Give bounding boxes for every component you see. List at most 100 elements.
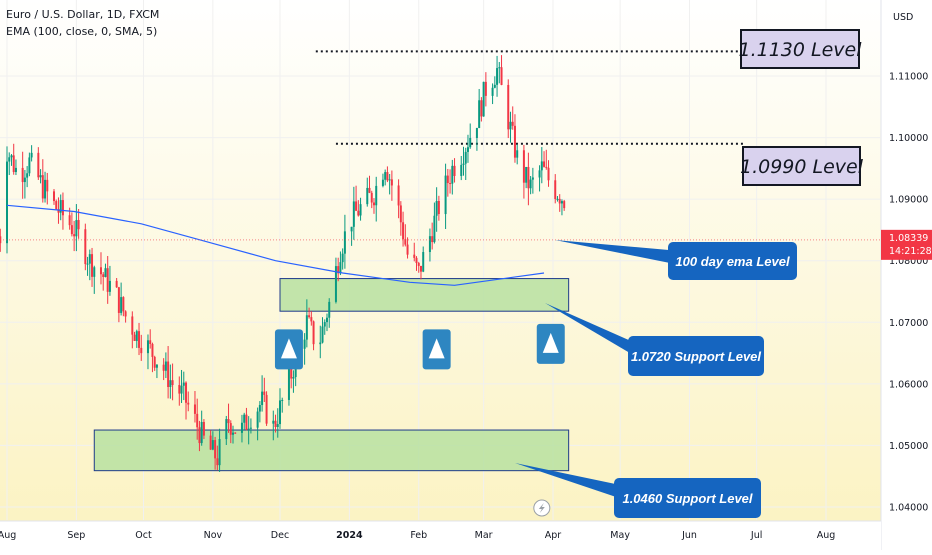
candle-body (131, 316, 134, 335)
candle-body (153, 356, 156, 368)
candle-body (413, 254, 416, 258)
support-1072-callout: 1.0720 Support Level (545, 303, 764, 376)
candles (0, 55, 566, 472)
candle-body (39, 175, 42, 178)
candle-body (500, 67, 503, 85)
candle-body (444, 175, 447, 215)
candle-body (388, 179, 391, 181)
candle-body (214, 440, 217, 459)
candle-body (312, 321, 315, 345)
candle-body (57, 209, 60, 213)
up-arrow-icon (274, 329, 303, 370)
candle-body (435, 201, 438, 216)
x-tick-label: Sep (67, 530, 85, 541)
candle-body (218, 439, 221, 466)
candle-body (303, 339, 306, 349)
candle-body (209, 435, 212, 450)
candle-body (272, 420, 275, 424)
candle-body (287, 368, 290, 400)
candle-body (560, 201, 563, 204)
candle-body (138, 331, 141, 348)
candle-body (478, 100, 481, 129)
candle-body (319, 342, 322, 345)
level-1130-callout-label: 1.1130 Level (738, 39, 862, 61)
candle-body (334, 266, 337, 302)
candle-body (73, 234, 76, 237)
candle-body (328, 301, 331, 318)
candle-body (404, 239, 407, 245)
y-tick-label: 1.09000 (889, 195, 928, 206)
support-1046-callout: 1.0460 Support Level (515, 463, 761, 518)
y-tick-label: 1.07000 (889, 318, 928, 329)
candle-body (370, 192, 373, 203)
candle-body (292, 377, 295, 379)
candle-body (493, 84, 496, 88)
candle-body (37, 152, 40, 178)
candle-body (460, 164, 463, 176)
candle-body (290, 368, 293, 379)
candle-body (480, 100, 483, 117)
candle-body (26, 173, 29, 178)
y-tick-label: 1.06000 (889, 379, 928, 390)
lightning-icon (533, 499, 551, 517)
support-1072-callout-pointer (545, 303, 640, 359)
candle-body (202, 421, 205, 436)
candle-body (417, 263, 420, 266)
candle-body (70, 225, 73, 235)
candle-body (482, 81, 485, 117)
candle-body (234, 432, 237, 434)
x-tick-label: Apr (545, 530, 562, 541)
candle-body (323, 322, 326, 327)
ema-series (0, 204, 880, 286)
candle-body (359, 204, 362, 216)
candle-body (433, 215, 436, 243)
candle-body (437, 201, 440, 215)
candle-body (120, 297, 123, 313)
candle-body (200, 421, 203, 444)
candle-body (531, 177, 534, 180)
candle-body (464, 151, 467, 164)
candle-body (496, 68, 499, 85)
candle-body (529, 179, 532, 189)
x-tick-label: 2024 (336, 530, 363, 541)
candle-body (46, 179, 49, 192)
candle-body (91, 254, 94, 277)
current-price-tag (881, 229, 932, 260)
candle-body (341, 253, 344, 263)
candle-body (325, 317, 328, 323)
ema-level-callout-pointer (555, 240, 680, 265)
candle-body (162, 364, 165, 371)
indicator-label: EMA (100, close, 0, SMA, 5) (6, 25, 158, 38)
candle-body (422, 252, 425, 272)
candle-body (321, 326, 324, 343)
candle-body (368, 187, 371, 193)
y-tick-label: 1.10000 (889, 133, 928, 144)
candle-body (117, 287, 120, 313)
y-tick-label: 1.11000 (889, 72, 928, 83)
candle-body (279, 400, 281, 425)
candle-body (547, 167, 550, 181)
candle-body (182, 382, 185, 386)
candle-body (247, 428, 250, 430)
candle-body (381, 179, 384, 186)
candle-body (469, 137, 472, 148)
candle-body (258, 405, 261, 412)
candle-body (187, 402, 190, 405)
candle-body (243, 414, 246, 423)
support-zone-2 (93, 429, 570, 472)
candle-body (563, 201, 566, 209)
candle-body (343, 231, 346, 254)
y-tick-label: 1.05000 (889, 441, 928, 452)
candle-body (167, 361, 170, 387)
candle-body (68, 215, 71, 226)
candle-body (10, 155, 13, 158)
candle-body (554, 180, 557, 200)
support-zone-1 (279, 278, 570, 312)
candle-body (169, 380, 172, 387)
symbol-title: Euro / U.S. Dollar, 1D, FXCM (6, 8, 160, 21)
candle-body (44, 179, 47, 199)
support-1046-callout-box (614, 478, 761, 518)
